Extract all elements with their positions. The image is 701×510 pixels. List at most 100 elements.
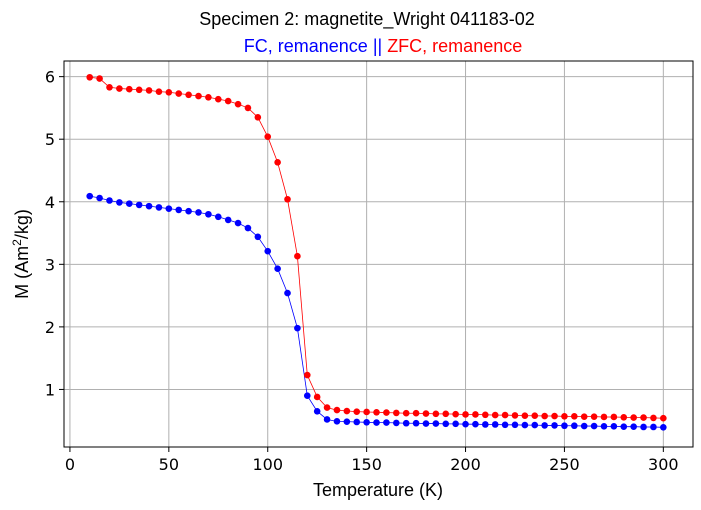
- data-point: [571, 413, 578, 420]
- data-point: [373, 408, 380, 416]
- series-line: [89, 195, 664, 428]
- y-axis-label-suffix: /kg): [12, 209, 32, 239]
- y-tick-label: 4: [45, 193, 55, 212]
- data-point: [551, 422, 558, 429]
- data-point: [313, 408, 321, 415]
- data-point: [571, 422, 578, 430]
- data-point: [393, 409, 400, 417]
- data-point: [205, 210, 212, 218]
- data-point: [116, 85, 123, 92]
- x-axis: 0 50 100 150 200 250 300: [65, 447, 679, 474]
- data-point: [561, 422, 568, 430]
- data-point: [531, 412, 539, 420]
- data-point: [205, 93, 212, 101]
- data-point: [432, 420, 440, 427]
- data-point: [650, 414, 657, 422]
- data-point: [224, 97, 232, 105]
- data-point: [254, 233, 262, 241]
- data-point: [610, 413, 618, 421]
- data-point: [165, 88, 173, 96]
- data-point: [96, 194, 103, 202]
- x-tick-label: 50: [159, 455, 179, 474]
- data-point: [254, 114, 262, 121]
- data-point: [175, 90, 183, 97]
- data-point: [284, 195, 291, 203]
- data-point: [491, 411, 499, 419]
- data-point: [551, 412, 558, 420]
- y-axis: 1 2 3 4 5 6: [45, 68, 64, 399]
- data-point: [145, 87, 153, 94]
- data-point: [432, 410, 440, 418]
- data-point: [264, 133, 272, 140]
- data-point: [234, 219, 242, 227]
- data-point: [462, 411, 469, 418]
- series-layer: [86, 73, 667, 431]
- x-tick-label: 300: [648, 455, 679, 474]
- data-point: [620, 423, 628, 430]
- data-point: [600, 413, 608, 421]
- data-point: [442, 410, 450, 418]
- data-point: [620, 413, 628, 421]
- data-point: [264, 247, 272, 255]
- data-point: [630, 423, 637, 430]
- data-point: [303, 371, 311, 379]
- data-point: [125, 200, 133, 207]
- data-point: [650, 423, 657, 431]
- data-point: [600, 423, 608, 430]
- data-point: [590, 422, 598, 430]
- data-point: [106, 83, 113, 91]
- data-point: [491, 421, 499, 428]
- data-point: [195, 92, 202, 100]
- data-point: [96, 75, 103, 82]
- data-point: [155, 204, 163, 211]
- subtitle-fc: FC, remanence: [244, 36, 368, 56]
- data-point: [125, 85, 133, 93]
- data-point: [165, 205, 173, 212]
- data-point: [363, 418, 370, 426]
- data-point: [442, 420, 450, 428]
- data-point: [383, 409, 390, 416]
- y-tick-label: 1: [45, 380, 55, 399]
- data-point: [580, 413, 588, 420]
- data-point: [135, 86, 143, 94]
- data-point: [145, 202, 153, 210]
- x-tick-label: 150: [351, 455, 382, 474]
- data-point: [640, 423, 647, 431]
- data-point: [541, 422, 548, 429]
- series-zfc-remanence: [86, 73, 667, 422]
- data-point: [343, 418, 351, 425]
- data-point: [294, 252, 301, 260]
- data-point: [541, 412, 548, 420]
- data-point: [501, 421, 509, 429]
- data-point: [590, 413, 598, 420]
- data-point: [353, 418, 361, 426]
- data-point: [224, 216, 232, 224]
- data-point: [402, 409, 410, 417]
- data-point: [116, 199, 123, 206]
- data-point: [86, 73, 94, 81]
- data-point: [511, 421, 519, 429]
- data-point: [452, 420, 459, 428]
- data-point: [86, 192, 94, 200]
- data-point: [373, 419, 380, 426]
- data-point: [195, 209, 202, 216]
- data-point: [610, 423, 618, 430]
- data-point: [511, 412, 519, 419]
- y-axis-label-sup: 2: [10, 239, 24, 246]
- data-point: [462, 420, 469, 428]
- data-point: [343, 407, 351, 415]
- y-axis-label: M (Am2/kg): [10, 209, 32, 299]
- data-point: [155, 88, 163, 95]
- data-point: [175, 206, 183, 214]
- subtitle-zfc: ZFC, remanence: [387, 36, 522, 56]
- y-tick-label: 3: [45, 255, 55, 274]
- data-point: [402, 419, 410, 427]
- data-point: [214, 95, 222, 103]
- series-fc-remanence: [86, 192, 667, 431]
- x-tick-label: 100: [252, 455, 283, 474]
- data-point: [412, 419, 420, 427]
- data-point: [422, 410, 430, 417]
- data-point: [106, 197, 113, 204]
- data-point: [521, 412, 529, 420]
